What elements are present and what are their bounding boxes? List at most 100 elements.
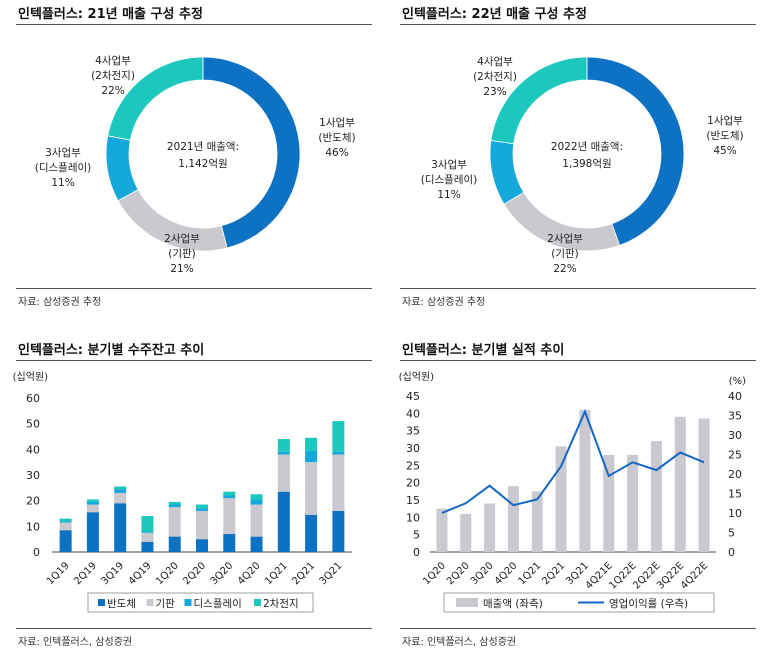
y-tick-label: 20 xyxy=(26,495,40,508)
x-tick-label: 2Q21 xyxy=(540,560,567,587)
bar-segment xyxy=(305,437,318,451)
bar xyxy=(698,418,710,552)
x-tick-label: 4Q22E xyxy=(679,560,710,591)
bar xyxy=(627,454,639,552)
slice-label: (기판) xyxy=(168,248,196,260)
bar xyxy=(531,491,543,552)
slice-label: (디스플레이) xyxy=(35,162,92,174)
y-tick-label: 30 xyxy=(26,469,40,482)
slice-label: 3사업부 xyxy=(431,158,467,171)
slice-label: 2사업부 xyxy=(164,232,200,245)
bar-segment xyxy=(196,539,208,552)
bar-segment xyxy=(86,504,99,513)
panel-donut-2022: 인텍플러스: 22년 매출 구성 추정 1사업부 (반도체) 45% 2사업부 (기판)… xyxy=(384,0,768,326)
center-value: 1,142억원 xyxy=(178,158,227,170)
y-tick-label: 10 xyxy=(26,520,40,533)
bar-segment xyxy=(141,541,154,552)
slice-value-label: 23% xyxy=(483,86,506,98)
y-tick-label-left: 15 xyxy=(406,494,420,507)
donut-chart-2021: 1사업부 (반도체) 46% 2사업부 (기판) 21% 3사업부 (디스플레이) 11% 4사업… xyxy=(35,54,356,275)
y-tick-label-right: 10 xyxy=(728,507,742,520)
y-tick-label: 50 xyxy=(26,418,40,431)
bar xyxy=(674,416,686,552)
donut-chart-2022: 1사업부 (반도체) 45% 2사업부 (기판) 22% 3사업부 (디스플레이) 11% 4사업… xyxy=(421,55,744,275)
bar-segment xyxy=(277,454,290,492)
legend-label: 매출액 (좌측) xyxy=(483,598,543,610)
bar xyxy=(507,486,519,552)
donut-slice xyxy=(489,140,525,205)
bar-segment xyxy=(223,491,236,496)
bar-segment xyxy=(59,530,72,552)
bar-segment xyxy=(250,504,263,537)
panel-title: 인텍플러스: 분기별 수주잔고 추이 xyxy=(18,343,205,358)
legend-swatch-bar xyxy=(456,598,478,607)
slice-label: 2사업부 xyxy=(547,232,583,245)
bar-segment xyxy=(114,503,127,552)
donut-slice xyxy=(105,135,139,202)
legend-box xyxy=(87,592,314,613)
bar-segment xyxy=(223,498,236,535)
slice-label: 3사업부 xyxy=(45,146,81,159)
source-rule xyxy=(16,288,372,289)
donut-slice xyxy=(107,56,204,141)
title-rule xyxy=(400,360,756,361)
slice-label: 1사업부 xyxy=(319,116,355,129)
source-rule xyxy=(400,288,756,289)
bar-segment xyxy=(141,532,154,542)
bar-segment xyxy=(223,495,236,499)
bar xyxy=(579,409,591,552)
panel-backlog: 인텍플러스: 분기별 수주잔고 추이 (십억원) 0 10 20 30 40 50 60 1Q1… xyxy=(0,326,384,652)
y-tick-label-right: 5 xyxy=(728,527,735,540)
bar-segment xyxy=(250,499,263,505)
y-tick-label-left: 5 xyxy=(413,529,420,542)
bar xyxy=(436,508,448,552)
slice-label: (반도체) xyxy=(318,132,355,144)
bar-segment xyxy=(168,536,181,552)
bar xyxy=(603,454,615,552)
x-tick-label: 1Q20 xyxy=(154,560,181,587)
slice-label: (반도체) xyxy=(706,130,743,142)
bar-segment xyxy=(114,489,127,493)
bar xyxy=(650,441,662,552)
x-tick-label: 1Q20 xyxy=(421,560,448,587)
x-tick-label: 2Q21 xyxy=(290,560,317,587)
slice-label: (2차전지) xyxy=(473,71,517,83)
panel-title: 인텍플러스: 분기별 실적 추이 xyxy=(402,343,565,358)
donut-slice xyxy=(202,56,301,249)
y-tick-label-left: 40 xyxy=(406,407,420,420)
bar-segment xyxy=(277,439,290,452)
bar-segment xyxy=(168,501,181,505)
y-tick-label-left: 45 xyxy=(406,390,420,403)
y-tick-label-right: 35 xyxy=(728,410,742,423)
y-tick-label-left: 30 xyxy=(406,442,420,455)
donut-slice xyxy=(586,56,685,246)
x-tick-label: 3Q20 xyxy=(469,560,496,587)
y-axis-unit: (십억원) xyxy=(13,371,49,383)
bar-segment xyxy=(332,421,345,452)
bar-segment xyxy=(114,492,127,504)
y-tick-label: 0 xyxy=(33,546,40,559)
legend-label: 반도체 xyxy=(107,598,136,610)
legend-label: 영업이익률 (우측) xyxy=(609,597,688,610)
bar-segment xyxy=(59,518,72,522)
x-tick-label: 2Q20 xyxy=(445,560,472,587)
legend-label: 디스플레이 xyxy=(194,598,242,610)
y-tick-label-right: 0 xyxy=(728,546,735,559)
x-tick-label: 4Q20 xyxy=(236,560,263,587)
bar-segment xyxy=(305,462,318,515)
x-tick-label: 4Q19 xyxy=(127,560,154,587)
y-axis-unit-right: (%) xyxy=(729,376,746,387)
bar-segment xyxy=(86,499,99,502)
legend-swatch xyxy=(98,599,105,606)
bar-segment xyxy=(196,504,208,509)
source-rule xyxy=(16,628,372,629)
bar-line-chart: (십억원) (%) 0 5 10 15 20 25 30 35 40 45 0 5 10 15 20 25 30 35… xyxy=(399,371,746,613)
y-tick-label-left: 20 xyxy=(406,477,420,490)
slice-label: 1사업부 xyxy=(707,114,743,127)
legend-box xyxy=(443,592,715,613)
center-label: 2022년 매출액: xyxy=(551,141,623,153)
bar xyxy=(460,513,472,552)
bar-segment xyxy=(223,534,236,552)
source-note: 자료: 인텍플러스, 삼성증권 xyxy=(402,637,517,648)
donut-slice xyxy=(490,56,588,145)
